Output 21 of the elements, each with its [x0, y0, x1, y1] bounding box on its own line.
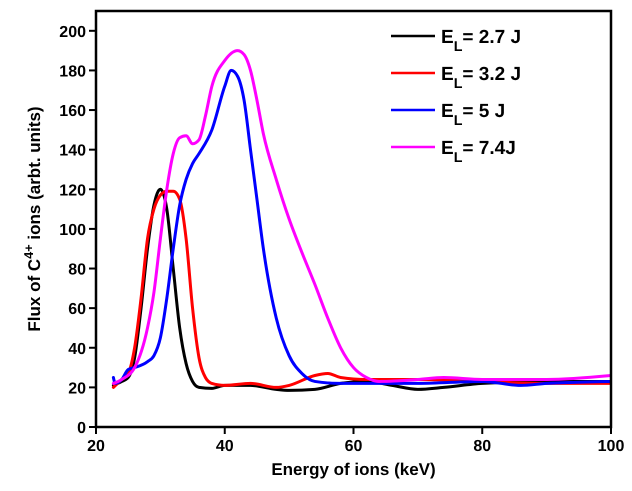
y-tick-label: 200 — [59, 24, 86, 41]
y-tick-label: 0 — [77, 420, 86, 437]
y-tick-label: 120 — [59, 182, 86, 200]
legend-label: E$_{L}$= 5 J — [441, 101, 506, 129]
legend-label: E$_{L}$= 2.7 J — [441, 27, 522, 55]
y-tick-label: 80 — [68, 262, 86, 279]
x-tick-label: 100 — [598, 438, 624, 455]
x-tick-label: 40 — [216, 438, 234, 455]
y-tick-label: 20 — [68, 380, 86, 398]
y-tick-label: 60 — [68, 301, 86, 318]
y-tick-label: 180 — [59, 63, 86, 80]
y-tick-label: 40 — [68, 340, 86, 358]
x-axis-title: Energy of ions (keV) — [271, 460, 436, 479]
y-tick-label: 160 — [59, 103, 86, 120]
x-tick-label: 20 — [87, 438, 105, 455]
x-tick-label: 60 — [344, 438, 362, 455]
legend-label: E$_{L}$= 7.4J — [441, 138, 516, 166]
legend-label: E$_{L}$= 3.2 J — [441, 64, 522, 92]
y-tick-label: 100 — [59, 222, 86, 239]
x-tick-label: 80 — [473, 438, 492, 455]
y-tick-label: 140 — [59, 142, 86, 160]
